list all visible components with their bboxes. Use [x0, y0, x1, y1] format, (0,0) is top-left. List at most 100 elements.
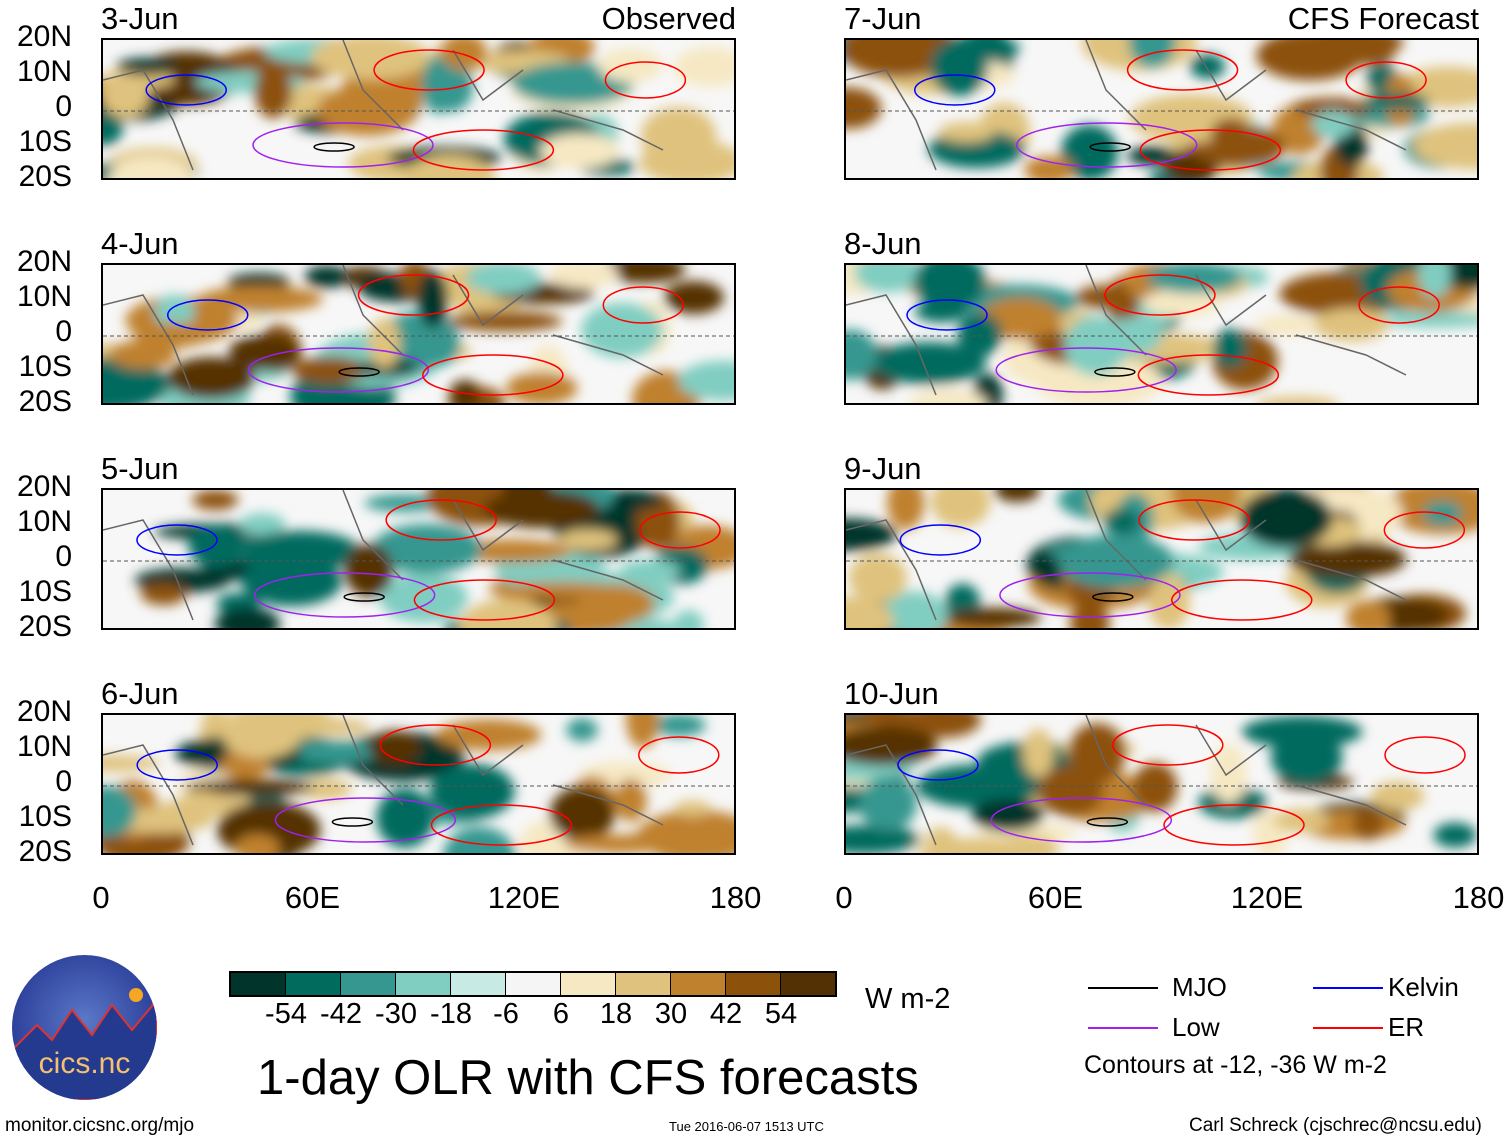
coastline — [846, 265, 1407, 396]
wave-contour — [1112, 724, 1224, 766]
olr-anomaly-blob — [402, 154, 496, 178]
y-tick-label: 10N — [16, 55, 72, 88]
olr-anomaly-blob — [626, 715, 660, 749]
figure-title: 1-day OLR with CFS forecasts — [257, 1051, 919, 1105]
olr-anomaly-blob — [103, 72, 150, 118]
olr-anomaly-blob — [673, 800, 712, 817]
colorbar-swatch — [451, 973, 506, 995]
x-tick-label: 180 — [709, 880, 762, 915]
wave-contour — [1092, 592, 1134, 602]
olr-anomaly-blob — [254, 63, 293, 119]
olr-anomaly-blob — [846, 87, 882, 129]
olr-anomaly-blob — [919, 837, 1035, 853]
olr-anomaly-blob — [846, 825, 921, 853]
y-tick-label: 20N — [16, 245, 72, 278]
olr-anomaly-blob — [436, 719, 542, 751]
olr-anomaly-blob — [930, 40, 989, 96]
logo-text: cics.nc — [38, 1047, 131, 1080]
colorbar-swatch — [506, 973, 561, 995]
wave-contour — [430, 804, 573, 846]
olr-anomaly-blob — [448, 311, 563, 332]
olr-anomaly-blob — [564, 834, 675, 853]
olr-anomaly-map — [103, 265, 734, 403]
olr-anomaly-blob — [449, 379, 481, 403]
olr-anomaly-blob — [1345, 600, 1391, 628]
olr-anomaly-blob — [1189, 53, 1226, 79]
olr-anomaly-blob — [188, 525, 246, 568]
y-tick-label: 20S — [18, 160, 72, 193]
olr-anomaly-blob — [1060, 124, 1119, 178]
coastline — [103, 40, 664, 171]
wave-contour — [1139, 129, 1282, 171]
olr-anomaly-map — [846, 265, 1477, 403]
olr-anomaly-blob — [577, 584, 655, 624]
olr-anomaly-blob — [1132, 762, 1178, 812]
olr-anomaly-blob — [1239, 490, 1333, 548]
olr-anomaly-blob — [214, 607, 281, 628]
map-panel — [101, 488, 736, 630]
panel-date-label: 5-Jun — [101, 451, 179, 486]
wave-contour — [1089, 142, 1131, 152]
olr-anomaly-blob — [663, 280, 724, 314]
olr-anomaly-blob — [238, 513, 286, 536]
footer-url[interactable]: monitor.cicsnc.org/mjo — [5, 1115, 195, 1136]
olr-anomaly-blob — [1288, 540, 1407, 578]
olr-anomaly-blob — [872, 342, 987, 385]
colorbar-units: W m-2 — [865, 983, 951, 1015]
olr-anomaly-blob — [1418, 265, 1451, 298]
colorbar-swatch — [561, 973, 616, 995]
wave-contour — [136, 749, 218, 781]
olr-anomaly-blob — [673, 46, 734, 87]
y-tick-label: 10S — [18, 125, 72, 158]
wave-contour — [145, 74, 227, 106]
olr-anomaly-blob — [291, 356, 369, 384]
olr-anomaly-blob — [549, 786, 615, 842]
olr-anomaly-blob — [440, 40, 488, 71]
olr-anomaly-blob — [938, 121, 995, 143]
wave-contour — [413, 579, 556, 621]
olr-anomaly-blob — [846, 329, 878, 381]
map-panel — [844, 38, 1479, 180]
olr-anomaly-blob — [677, 360, 734, 401]
olr-anomaly-blob — [1210, 118, 1252, 150]
colorbar-tick-label: 18 — [599, 998, 633, 1030]
y-tick-label: 10S — [18, 575, 72, 608]
olr-anomaly-blob — [368, 730, 421, 766]
wave-contour — [995, 347, 1177, 393]
wave-contour — [1384, 736, 1466, 774]
olr-anomaly-blob — [614, 778, 647, 822]
coastline — [103, 265, 664, 396]
wave-contour — [253, 572, 436, 618]
wave-contour — [906, 299, 988, 331]
map-panel — [101, 38, 736, 180]
olr-anomaly-blob — [1361, 93, 1431, 110]
wave-contour — [1383, 511, 1466, 549]
panel-date-label: 7-Jun — [844, 1, 922, 36]
olr-anomaly-blob — [993, 490, 1041, 503]
wave-contour — [602, 286, 685, 324]
olr-anomaly-blob — [580, 302, 663, 358]
x-tick-label: 180 — [1452, 880, 1505, 915]
wave-contour — [422, 354, 564, 396]
olr-anomaly-blob — [379, 572, 468, 623]
olr-anomaly-blob — [846, 725, 938, 766]
colorbar-tick-label: 42 — [709, 998, 743, 1030]
y-tick-label: 10S — [18, 800, 72, 833]
x-tick-label: 120E — [1230, 880, 1304, 915]
olr-anomaly-blob — [1255, 314, 1321, 336]
y-tick-label: 20N — [16, 470, 72, 503]
olr-anomaly-blob — [930, 490, 991, 528]
wave-contour — [1104, 274, 1216, 316]
map-panel — [101, 263, 736, 405]
olr-anomaly-blob — [293, 740, 386, 763]
wave-contour — [999, 572, 1181, 618]
olr-anomaly-blob — [185, 778, 315, 796]
wave-contour — [1138, 499, 1250, 541]
olr-anomaly-blob — [1277, 109, 1315, 138]
colorbar-tick-label: -6 — [493, 998, 519, 1030]
olr-anomaly-blob — [1037, 765, 1104, 817]
colorbar-tick-label: 6 — [552, 998, 570, 1030]
wave-contour — [899, 524, 982, 556]
olr-anomaly-blob — [103, 357, 170, 403]
